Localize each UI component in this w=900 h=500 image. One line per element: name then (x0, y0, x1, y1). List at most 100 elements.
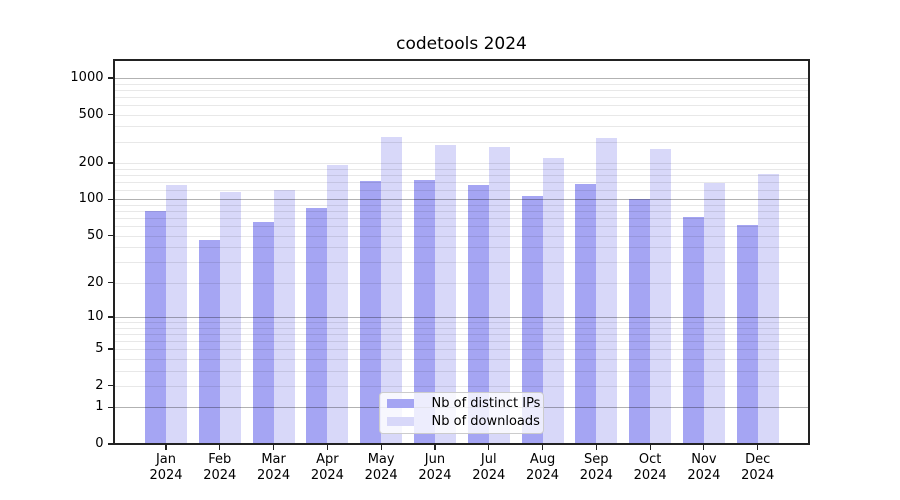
bar-nb-of-distinct-ips-jun (413, 180, 435, 444)
x-tick-label-jul: Jul 2024 (472, 452, 506, 483)
gridline-major (113, 77, 809, 79)
y-tick-label: 0 (95, 436, 104, 451)
bar-nb-of-downloads-oct (650, 148, 672, 444)
bar-nb-of-downloads-nov (703, 182, 725, 444)
bar-nb-of-distinct-ips-aug (521, 196, 543, 444)
y-tick-mark (108, 162, 113, 164)
gridline-minor (113, 104, 809, 106)
gridline-minor (113, 181, 809, 183)
legend-item-distinct-ips: Nb of distinct IPs (386, 396, 540, 412)
gridline-minor (113, 163, 809, 164)
gridline-minor (113, 385, 809, 387)
y-tick-label: 500 (78, 106, 104, 122)
gridline-minor (113, 126, 809, 128)
bar-nb-of-downloads-may (381, 137, 403, 444)
y-tick-label: 50 (86, 227, 104, 243)
bar-nb-of-downloads-dec (757, 174, 779, 444)
y-tick-mark (108, 348, 113, 350)
y-tick-mark (108, 77, 113, 79)
bar-nb-of-downloads-mar (273, 190, 295, 444)
gridline-minor (113, 349, 809, 351)
gridline-minor (113, 189, 809, 191)
x-tick-mark (541, 445, 544, 450)
x-tick-mark (219, 445, 221, 450)
legend: Nb of distinct IPs Nb of downloads (378, 391, 544, 434)
y-tick-mark (108, 198, 113, 201)
x-tick-mark (272, 445, 275, 450)
legend-label-downloads: Nb of downloads (431, 414, 540, 429)
chart-title: codetools 2024 (396, 34, 527, 54)
bar-nb-of-downloads-jan (166, 184, 187, 444)
bar-nb-of-downloads-jun (434, 144, 456, 444)
y-tick-label: 10 (86, 308, 104, 324)
gridline-minor (113, 262, 809, 264)
bar-nb-of-distinct-ips-oct (629, 199, 651, 444)
x-tick-mark (757, 445, 759, 450)
y-tick-mark (108, 282, 113, 284)
gridline-minor (113, 168, 809, 170)
x-tick-label-sep: Sep 2024 (579, 452, 613, 483)
gridline-minor (113, 141, 809, 143)
x-tick-label-dec: Dec 2024 (741, 452, 775, 483)
bar-nb-of-distinct-ips-may (360, 181, 382, 444)
gridline-minor (113, 226, 809, 228)
bar-nb-of-distinct-ips-jul (467, 184, 489, 444)
x-tick-mark (703, 445, 705, 450)
x-tick-mark (326, 445, 328, 450)
x-tick-label-jan: Jan 2024 (149, 452, 183, 483)
plot-area (112, 58, 810, 445)
legend-swatch-downloads (386, 417, 414, 426)
gridline-minor (113, 235, 809, 237)
bar-nb-of-distinct-ips-dec (736, 225, 758, 444)
gridline-minor (113, 211, 809, 213)
gridline-minor (113, 333, 809, 335)
gridline-minor (113, 174, 809, 176)
y-tick-mark (108, 443, 113, 445)
y-tick-label: 1000 (70, 69, 104, 85)
x-tick-mark (488, 445, 490, 450)
legend-label-distinct-ips: Nb of distinct IPs (431, 396, 541, 411)
y-tick-mark (108, 235, 113, 237)
y-tick-label: 200 (78, 155, 104, 170)
bar-nb-of-downloads-aug (542, 157, 564, 444)
gridline-minor (113, 247, 809, 249)
legend-item-downloads: Nb of downloads (386, 414, 540, 430)
bar-nb-of-distinct-ips-sep (575, 184, 597, 444)
x-tick-label-feb: Feb 2024 (203, 452, 237, 483)
y-tick-mark (108, 385, 113, 387)
x-tick-label-may: May 2024 (364, 452, 398, 483)
gridline-minor (113, 96, 809, 98)
y-tick-label: 5 (95, 341, 104, 357)
gridline-minor (113, 89, 809, 91)
x-tick-mark (380, 445, 382, 450)
x-tick-label-nov: Nov 2024 (687, 452, 721, 483)
gridline-minor (113, 282, 809, 284)
gridline-minor (113, 114, 809, 116)
gridline-minor (113, 358, 809, 360)
gridline-minor (113, 370, 809, 372)
gridline-minor (113, 218, 809, 220)
bar-nb-of-downloads-sep (596, 137, 618, 444)
x-tick-mark (165, 445, 167, 450)
legend-swatch-distinct-ips (386, 399, 414, 408)
x-tick-label-apr: Apr 2024 (310, 452, 344, 483)
y-tick-label: 100 (78, 191, 104, 207)
x-tick-label-jun: Jun 2024 (418, 452, 452, 483)
y-tick-label: 2 (95, 377, 104, 393)
x-tick-label-aug: Aug 2024 (525, 452, 560, 483)
x-tick-mark (595, 445, 597, 450)
x-tick-mark (649, 445, 651, 450)
gridline-minor (113, 327, 809, 329)
x-tick-label-mar: Mar 2024 (257, 452, 291, 483)
gridline-major (113, 199, 809, 201)
bar-nb-of-downloads-jul (488, 147, 510, 444)
gridline-minor (113, 204, 809, 206)
y-tick-label: 1 (95, 399, 104, 415)
y-tick-mark (108, 114, 113, 116)
bar-nb-of-distinct-ips-jan (145, 210, 166, 444)
bar-nb-of-distinct-ips-feb (198, 240, 220, 444)
gridline-major (113, 316, 809, 318)
y-tick-mark (108, 316, 113, 318)
gridline-minor (113, 322, 809, 323)
